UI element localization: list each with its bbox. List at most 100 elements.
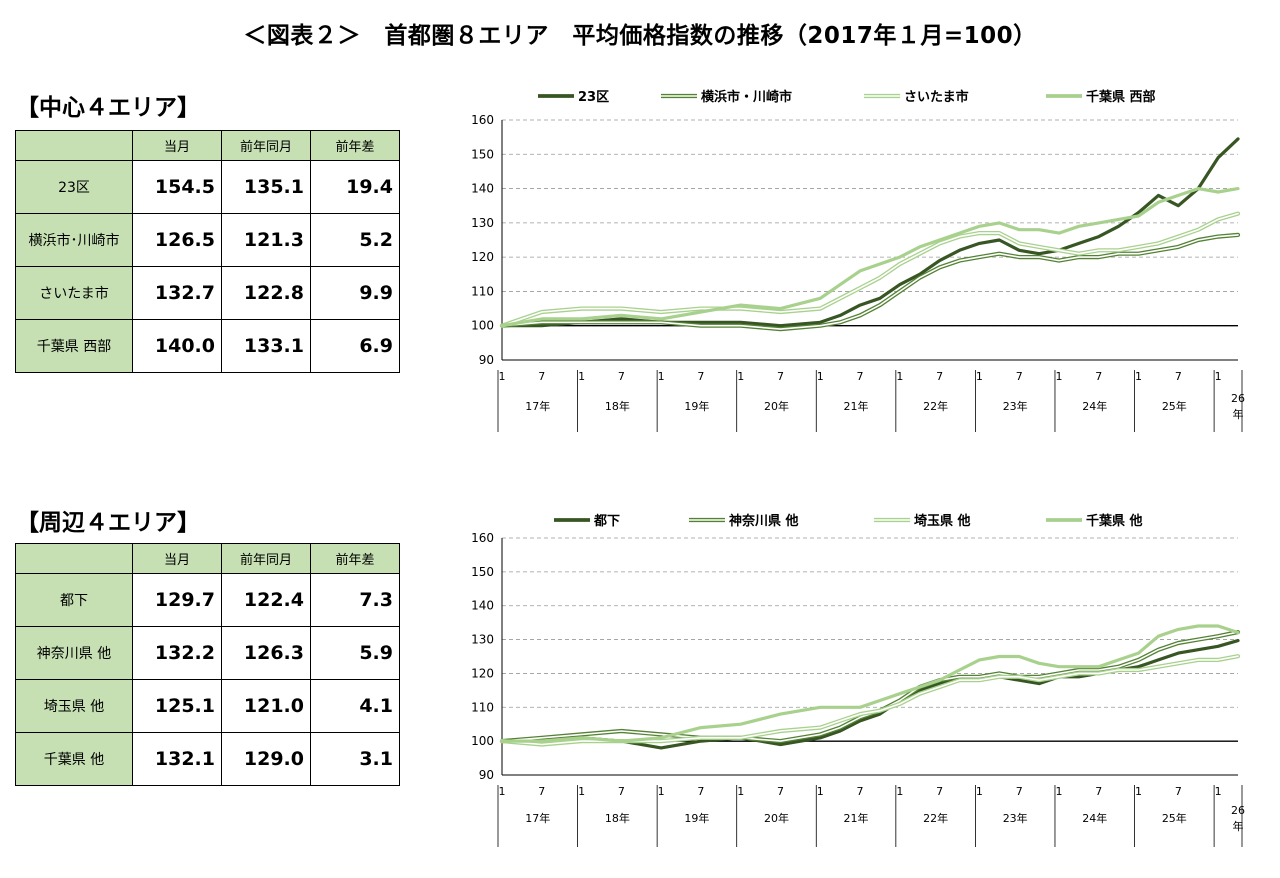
value-current: 129.7 [132,573,222,627]
value-current: 140.0 [132,319,222,373]
x-year-label: 20年 [764,399,789,413]
x-year-label: 17年 [525,811,550,825]
x-year-label: 21年 [844,399,869,413]
peripheral-areas-chart-container: 90 100 110 120 130 140 150 160 1 7 1 7 1 7 1 7 1 7 1 7 1 7 1 7 1… [440,505,1260,855]
legend-label: 23区 [578,90,609,105]
x-year-label: 22年 [923,399,948,413]
value-last-year: 122.4 [221,573,311,627]
value-diff: 19.4 [310,160,400,214]
value-diff: 6.9 [310,319,400,373]
series-line-inner-2 [501,631,1239,742]
series-line-inner-3 [501,655,1239,746]
x-year-label: 24年 [1082,399,1107,413]
x-year-label: 20年 [764,811,789,825]
value-diff: 5.2 [310,213,400,267]
value-current: 132.1 [132,732,222,786]
table-row: 神奈川県 他 132.2 126.3 5.9 [15,626,400,680]
table-header-blank [15,130,133,161]
row-label: 都下 [15,573,133,627]
table-row: 埼玉県 他 125.1 121.0 4.1 [15,679,400,733]
y-tick-label: 140 [471,599,494,613]
table-header-last-year: 前年同月 [221,130,311,161]
x-month-tick-label: 1 [578,370,585,383]
x-month-tick-label: 7 [1095,370,1102,383]
value-last-year: 122.8 [221,266,311,320]
table-row: 都下 129.7 122.4 7.3 [15,573,400,627]
x-month-tick-label: 7 [857,370,864,383]
y-tick-label: 110 [471,700,494,714]
legend-label: 千葉県 西部 [1086,89,1156,105]
table-header-current: 当月 [132,543,222,574]
x-month-tick-label: 1 [578,785,585,798]
legend-label: 横浜市・川崎市 [701,89,792,105]
x-month-tick-label: 7 [618,370,625,383]
x-month-tick-label: 7 [777,370,784,383]
x-month-tick-label: 7 [936,370,943,383]
y-tick-label: 160 [471,531,494,545]
x-month-tick-label: 1 [499,785,506,798]
value-diff: 5.9 [310,626,400,680]
x-month-tick-label: 7 [777,785,784,798]
x-year-label: 25年 [1162,811,1187,825]
series-line-inner-2 [501,234,1239,330]
x-month-tick-label: 1 [1215,785,1222,798]
x-month-tick-label: 7 [936,785,943,798]
table-row: 23区 154.5 135.1 19.4 [15,160,400,214]
value-diff: 9.9 [310,266,400,320]
table-header-diff: 前年差 [310,543,400,574]
x-month-tick-label: 1 [1135,785,1142,798]
table-row: 横浜市･川崎市 126.5 121.3 5.2 [15,213,400,267]
x-month-tick-label: 7 [1095,785,1102,798]
x-year-label: 23年 [1003,399,1028,413]
value-last-year: 121.3 [221,213,311,267]
value-current: 125.1 [132,679,222,733]
central-areas-chart-container: 90 100 110 120 130 140 150 160 1 7 1 7 1 7 1 7 1 7 1 7 1 7 1 7 1… [440,80,1260,440]
table-row: さいたま市 132.7 122.8 9.9 [15,266,400,320]
section-title-peripheral: 【周辺４エリア】 [16,510,200,536]
table-header-blank [15,543,133,574]
x-year-label: 18年 [605,399,630,413]
x-month-tick-label: 1 [896,370,903,383]
value-current: 132.2 [132,626,222,680]
value-last-year: 129.0 [221,732,311,786]
x-month-tick-label: 7 [1016,370,1023,383]
x-month-tick-label: 7 [697,370,704,383]
y-tick-label: 110 [471,284,494,298]
table-row: 千葉県 西部 140.0 133.1 6.9 [15,319,400,373]
y-tick-label: 130 [471,633,494,647]
x-year-label: 21年 [844,811,869,825]
x-month-tick-label: 7 [1016,785,1023,798]
peripheral-areas-table: 当月 前年同月 前年差 都下 129.7 122.4 7.3 神奈川県 他 13… [15,543,400,786]
row-label: 23区 [15,160,133,214]
legend-label: 埼玉県 他 [914,513,971,529]
value-diff: 7.3 [310,573,400,627]
y-tick-label: 130 [471,216,494,230]
x-year-label: 18年 [605,811,630,825]
value-diff: 4.1 [310,679,400,733]
x-month-tick-label: 1 [817,785,824,798]
value-diff: 3.1 [310,732,400,786]
row-label: 神奈川県 他 [15,626,133,680]
x-month-tick-label: 7 [538,785,545,798]
y-tick-label: 100 [471,319,494,333]
row-label: さいたま市 [15,266,133,320]
x-year-label: 22年 [923,811,948,825]
legend-label: 神奈川県 他 [729,513,799,529]
x-month-tick-label: 1 [1055,785,1062,798]
x-month-tick-label: 7 [618,785,625,798]
page-title: ＜図表２＞ 首都圏８エリア 平均価格指数の推移（2017年１月=100） [243,23,1037,49]
series-line-1 [500,137,1240,328]
value-last-year: 133.1 [221,319,311,373]
x-year-label-suffix: 年 [1233,819,1244,833]
series-line-2 [499,629,1241,744]
x-year-label: 24年 [1082,811,1107,825]
legend-label: さいたま市 [904,89,969,105]
x-year-label: 19年 [684,399,709,413]
y-tick-label: 160 [471,113,494,127]
x-month-tick-label: 7 [538,370,545,383]
series-line-4 [500,624,1240,743]
x-year-label: 19年 [684,811,709,825]
x-month-tick-label: 1 [976,785,983,798]
x-month-tick-label: 1 [896,785,903,798]
y-tick-label: 120 [471,250,494,264]
